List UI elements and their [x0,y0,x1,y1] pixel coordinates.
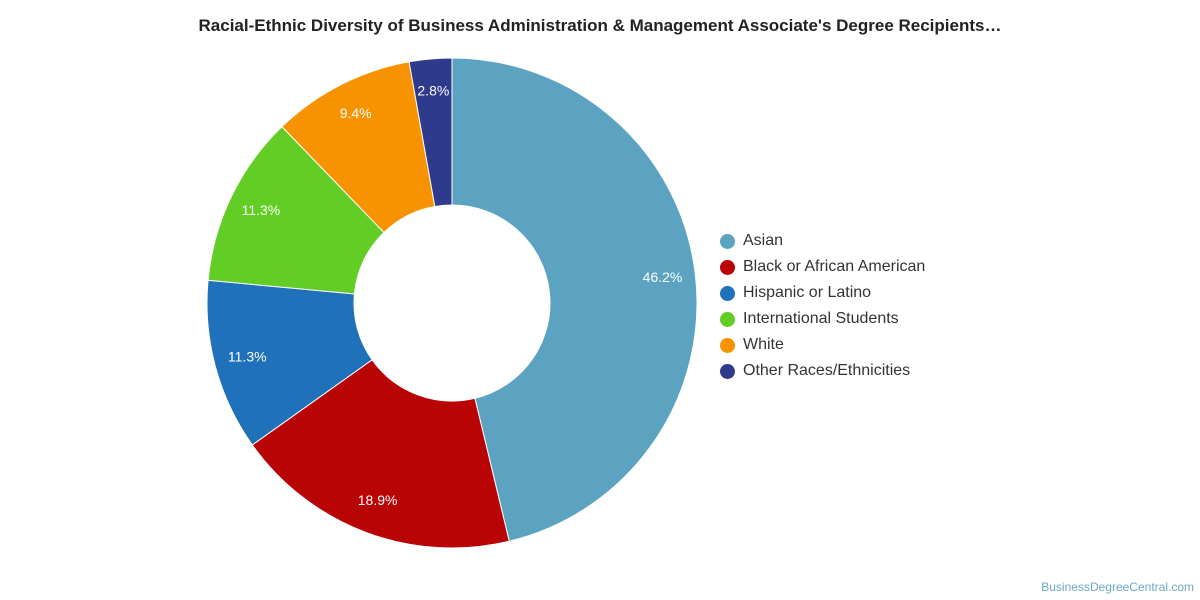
legend-item-asian[interactable]: Asian [720,228,925,254]
slice-international-students[interactable] [207,125,385,295]
legend-item-white[interactable]: White [720,332,925,358]
legend-item-black-or-african-american[interactable]: Black or African American [720,254,925,280]
slice-asian[interactable] [451,57,698,542]
legend-label: White [743,336,784,353]
slice-value-label: 2.8% [417,83,449,99]
slice-value-label: 18.9% [358,492,398,508]
legend-swatch [720,337,735,353]
legend: Asian Black or African American Hispanic… [720,228,925,384]
legend-label: Asian [743,232,784,249]
legend-item-hispanic-or-latino[interactable]: Hispanic or Latino [720,280,925,306]
legend-swatch [720,233,735,249]
slice-black-or-african-american[interactable] [251,359,510,549]
legend-label: International Students [743,310,899,327]
slice-label-group: 46.2% 18.9% 11.3% 11.3% 9.4% 2.8% [228,83,682,509]
legend-swatch [720,259,735,275]
legend-swatch [720,311,735,327]
legend-label: Black or African American [743,258,926,275]
chart-title: Racial-Ethnic Diversity of Business Admi… [198,16,1002,35]
credit-link[interactable]: BusinessDegreeCentral.com [1041,580,1194,594]
legend-item-other-races-ethnicities[interactable]: Other Races/Ethnicities [720,358,925,384]
slice-value-label: 11.3% [242,202,281,218]
legend-label: Other Races/Ethnicities [743,362,911,379]
legend-swatch [720,285,735,301]
slice-value-label: 11.3% [228,349,267,365]
legend-label: Hispanic or Latino [743,284,872,301]
legend-item-international-students[interactable]: International Students [720,306,925,332]
legend-swatch [720,363,735,379]
slice-other-races-ethnicities[interactable] [408,57,453,208]
slice-hispanic-or-latino[interactable] [206,279,373,446]
slice-group [206,57,698,549]
slice-value-label: 9.4% [340,105,372,121]
slice-value-label: 46.2% [643,269,683,285]
